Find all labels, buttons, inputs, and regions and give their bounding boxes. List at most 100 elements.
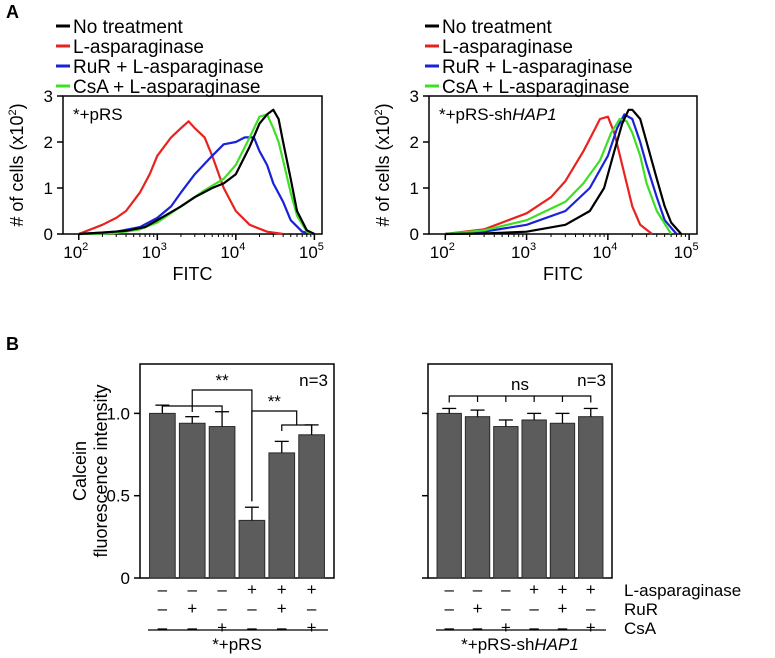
condition-mark: – [444, 599, 454, 618]
condition-mark: + [187, 599, 197, 618]
series-line-l-asparaginase [445, 115, 653, 236]
condition-mark: – [529, 618, 539, 637]
series-line-rur-l-asparaginase [78, 136, 315, 236]
condition-row-label: RuR [624, 600, 658, 619]
panel-label-b: B [6, 334, 19, 354]
bar-chart-prs-shhap1: n=3ns– – – + + +– + – – + –– – + – – +*+pRS-shHAP1L-asp… [422, 363, 741, 654]
y-axis-label-close: ) [7, 103, 27, 109]
x-tick-label: 102 [63, 241, 88, 262]
x-tick-label: 102 [430, 241, 455, 262]
condition-row-label: CsA [624, 619, 657, 638]
condition-mark: – [158, 618, 168, 637]
y-axis-label: # of cells (x102) [7, 103, 27, 226]
significance-label: ns [511, 375, 529, 394]
condition-mark: + [529, 580, 539, 599]
legend-label-csa: CsA + L-asparaginase [442, 77, 629, 98]
condition-mark: + [557, 599, 567, 618]
bar-3 [208, 426, 236, 579]
y-axis-label-close: ) [373, 103, 393, 109]
condition-mark: – [217, 599, 227, 618]
group-bracket [281, 424, 313, 431]
condition-mark: – [247, 599, 257, 618]
bar-6 [578, 416, 604, 579]
condition-row-label: L-asparaginase [624, 581, 741, 600]
condition-mark: – [187, 580, 197, 599]
legend-label-rur: RuR + L-asparaginase [442, 57, 633, 78]
x-tick-exponent: 2 [449, 241, 455, 253]
group-label: *+pRS [212, 635, 262, 654]
x-tick-label: 104 [220, 241, 245, 262]
significance-bracket [251, 410, 298, 502]
legend-label-l-asparaginase: L-asparaginase [73, 37, 204, 58]
y-tick-label: 1.0 [106, 404, 130, 423]
y-tick-label: 1 [44, 179, 53, 198]
condition-mark: – [501, 580, 511, 599]
x-tick-exponent: 5 [318, 241, 324, 253]
condition-mark: – [158, 599, 168, 618]
x-tick-exponent: 4 [611, 241, 617, 253]
series-line-no-treatment [78, 108, 315, 236]
y-tick-label: 2 [410, 133, 419, 152]
legend-label-csa: CsA + L-asparaginase [73, 77, 260, 98]
x-tick-exponent: 4 [239, 241, 245, 253]
plot-title-gene: HAP1 [512, 105, 556, 124]
condition-mark: + [277, 580, 287, 599]
y-axis-label-text: # of cells (x10 [7, 116, 27, 227]
y-axis-label-text: # of cells (x10 [373, 116, 393, 227]
y-axis-label-exponent: 2 [373, 109, 385, 115]
x-tick-exponent: 3 [530, 241, 536, 253]
bar-2 [464, 416, 491, 579]
x-tick-label: 105 [674, 241, 699, 262]
bar-5 [549, 422, 576, 579]
y-tick-label: 2 [44, 133, 53, 152]
x-tick-exponent: 2 [82, 241, 88, 253]
x-tick-label: 104 [592, 241, 617, 262]
series-line-rur-l-asparaginase [445, 113, 678, 236]
condition-mark: + [307, 618, 317, 637]
plot-frame [427, 363, 613, 579]
condition-mark: + [277, 599, 287, 618]
condition-mark: + [586, 618, 596, 637]
y-axis-label: # of cells (x102) [373, 103, 393, 226]
legend-right: No treatment L-asparaginase RuR + L-aspa… [425, 17, 633, 98]
x-tick-exponent: 5 [693, 241, 699, 253]
condition-mark: – [529, 599, 539, 618]
group-label-gene: HAP1 [534, 635, 578, 654]
panel-label-a: A [6, 2, 19, 22]
condition-mark: – [307, 599, 317, 618]
n-label: n=3 [577, 371, 606, 390]
x-tick-label: 103 [511, 241, 536, 262]
significance-label: ** [215, 371, 229, 390]
group-label: *+pRS-shHAP1 [461, 635, 579, 654]
n-label: n=3 [299, 371, 328, 390]
plot-frame [139, 363, 335, 579]
condition-mark: – [586, 599, 596, 618]
y-tick-label: 3 [44, 87, 53, 106]
condition-mark: – [558, 618, 568, 637]
condition-mark: + [217, 618, 227, 637]
x-tick-label: 105 [299, 241, 324, 262]
condition-mark: + [307, 580, 317, 599]
bar-3 [493, 426, 519, 579]
y-tick-label: 3 [410, 87, 419, 106]
bar-1 [149, 412, 176, 579]
condition-mark: – [473, 618, 483, 637]
plot-frame [428, 95, 698, 235]
legend-label-l-asparaginase: L-asparaginase [442, 37, 573, 58]
y-axis-label-line1: Calcein [70, 441, 90, 501]
bar-chart-prs: 00.51.0n=3****– – – + + +– + – – + –– – + – – +*+pRSCal… [70, 363, 335, 654]
bar-5 [268, 452, 296, 579]
condition-mark: – [444, 618, 454, 637]
significance-label: ** [268, 392, 282, 411]
bar-1 [436, 412, 462, 579]
plot-frame [62, 95, 323, 235]
plot-title: *+pRS [73, 105, 123, 124]
condition-mark: – [473, 580, 483, 599]
x-axis-label: FITC [543, 264, 583, 284]
x-tick-label: 103 [142, 241, 167, 262]
y-tick-label: 0.5 [106, 487, 130, 506]
plot-title: *+pRS-shHAP1 [439, 105, 557, 124]
